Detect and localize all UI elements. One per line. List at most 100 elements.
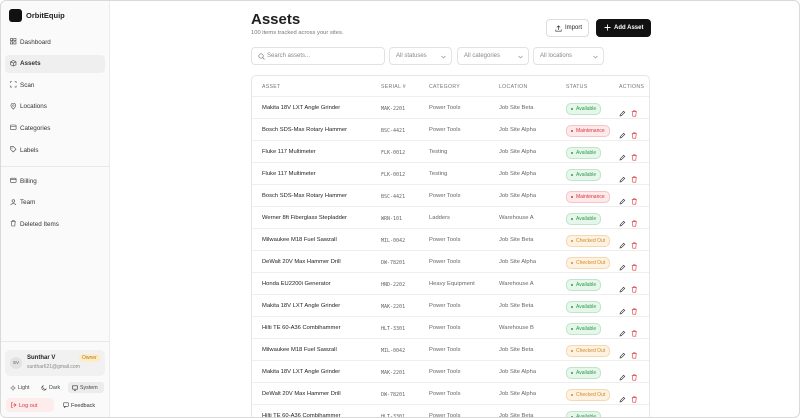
edit-button[interactable] xyxy=(619,104,626,117)
delete-button[interactable] xyxy=(631,412,638,417)
edit-button[interactable] xyxy=(619,258,626,271)
delete-button[interactable] xyxy=(631,346,638,359)
serial-number: HLT-3301 xyxy=(381,325,406,332)
delete-button[interactable] xyxy=(631,368,638,381)
status-filter[interactable]: All statuses xyxy=(389,47,452,65)
nav-item[interactable]: Locations xyxy=(5,98,105,116)
serial-number: WRN-101 xyxy=(381,215,403,222)
category: Ladders xyxy=(429,215,450,221)
edit-icon xyxy=(619,286,626,293)
nav-item[interactable]: Assets xyxy=(5,54,105,73)
delete-button[interactable] xyxy=(631,192,638,205)
status-badge: Available xyxy=(566,146,602,159)
edit-button[interactable] xyxy=(619,368,626,381)
column-header: LOCATION xyxy=(499,84,528,90)
location: Job Site Beta xyxy=(499,237,534,243)
column-header: ASSET xyxy=(262,84,281,90)
delete-button[interactable] xyxy=(631,104,638,117)
delete-icon xyxy=(631,198,637,205)
edit-button[interactable] xyxy=(619,280,626,293)
edit-button[interactable] xyxy=(619,324,626,337)
edit-button[interactable] xyxy=(619,302,626,315)
nav-icon xyxy=(10,125,17,131)
nav-item[interactable]: Categories xyxy=(5,119,105,137)
logout-button[interactable]: Log out xyxy=(6,398,54,412)
location: Job Site Alpha xyxy=(499,149,537,155)
nav-item[interactable]: Deleted Items xyxy=(5,215,105,233)
delete-button[interactable] xyxy=(631,148,638,161)
delete-button[interactable] xyxy=(631,126,638,139)
delete-button[interactable] xyxy=(631,280,638,293)
add-asset-button[interactable]: Add Asset xyxy=(596,19,651,37)
delete-button[interactable] xyxy=(631,236,638,249)
table-row: DeWalt 20V Max Hammer Drill DW-78201 Power… xyxy=(252,250,649,272)
chevron xyxy=(518,55,523,59)
delete-button[interactable] xyxy=(631,324,638,337)
feedback-button[interactable]: Feedback xyxy=(58,398,104,412)
chevron xyxy=(441,55,446,59)
nav-label: Locations xyxy=(20,103,47,111)
user-card: SV Sunthar V Owner sunthar621@gmail.com xyxy=(5,350,105,376)
delete-icon xyxy=(631,374,637,381)
edit-icon xyxy=(619,264,626,271)
category: Power Tools xyxy=(429,105,461,111)
delete-icon xyxy=(631,132,637,139)
edit-button[interactable] xyxy=(619,412,626,417)
table-row: Bosch SDS-Max Rotary Hammer BSC-4421 Power… xyxy=(252,118,649,140)
edit-button[interactable] xyxy=(619,214,626,227)
column-header: SERIAL # xyxy=(381,84,406,90)
delete-button[interactable] xyxy=(631,302,638,315)
status-badge: Checked Out xyxy=(566,388,611,401)
delete-button[interactable] xyxy=(631,170,638,183)
import-button[interactable]: Import xyxy=(546,19,589,37)
asset-name: Milwaukee M18 Fuel Sawzall xyxy=(262,237,337,243)
serial-number: DW-78201 xyxy=(381,391,406,398)
nav-item[interactable]: Team xyxy=(5,194,105,212)
edit-button[interactable] xyxy=(619,170,626,183)
status-filter-label: All statuses xyxy=(396,53,427,59)
nav-icon xyxy=(10,81,17,88)
edit-button[interactable] xyxy=(619,126,626,139)
edit-button[interactable] xyxy=(619,236,626,249)
theme-button[interactable]: Light xyxy=(6,382,36,393)
theme-label: Light xyxy=(18,385,30,391)
category-filter[interactable]: All categories xyxy=(457,47,529,65)
nav-item[interactable]: Billing xyxy=(5,172,105,190)
location: Warehouse B xyxy=(499,325,534,331)
table-row: Fluke 117 Multimeter FLK-0012 Testing Job S… xyxy=(252,162,649,184)
edit-button[interactable] xyxy=(619,346,626,359)
theme-button[interactable]: System xyxy=(68,382,104,393)
theme-button[interactable]: Dark xyxy=(37,382,67,393)
table-row: Makita 18V LXT Angle Grinder MAK-2201 Powe… xyxy=(252,294,649,316)
status-badge: Available xyxy=(566,410,602,417)
location: Job Site Beta xyxy=(499,105,534,111)
delete-icon xyxy=(631,176,637,183)
edit-button[interactable] xyxy=(619,390,626,403)
nav-label: Dashboard xyxy=(20,38,51,46)
nav-icon xyxy=(10,220,16,227)
serial-number: MIL-0042 xyxy=(381,237,406,244)
serial-number: MAK-2201 xyxy=(381,369,406,376)
table-row: Werner 8ft Fiberglass Stepladder WRN-101 L… xyxy=(252,206,649,228)
nav-item[interactable]: Labels xyxy=(5,141,105,159)
edit-icon xyxy=(619,176,626,183)
delete-button[interactable] xyxy=(631,390,638,403)
delete-button[interactable] xyxy=(631,258,638,271)
status-badge: Available xyxy=(566,322,602,335)
edit-button[interactable] xyxy=(619,148,626,161)
asset-name: Fluke 117 Multimeter xyxy=(262,171,316,177)
nav-item[interactable]: Dashboard xyxy=(5,33,105,51)
nav-item[interactable]: Scan xyxy=(5,76,105,94)
category: Power Tools xyxy=(429,369,461,375)
plus-icon xyxy=(604,24,611,31)
serial-number: FLK-0012 xyxy=(381,149,406,156)
delete-icon xyxy=(631,286,637,293)
edit-icon xyxy=(619,242,626,249)
edit-button[interactable] xyxy=(619,192,626,205)
category: Heavy Equipment xyxy=(429,281,475,287)
location-filter[interactable]: All locations xyxy=(533,47,604,65)
delete-button[interactable] xyxy=(631,214,638,227)
search-input[interactable]: Search assets... xyxy=(251,47,385,65)
table-row: Honda EU2200i Generator HND-2202 Heavy Equ… xyxy=(252,272,649,294)
